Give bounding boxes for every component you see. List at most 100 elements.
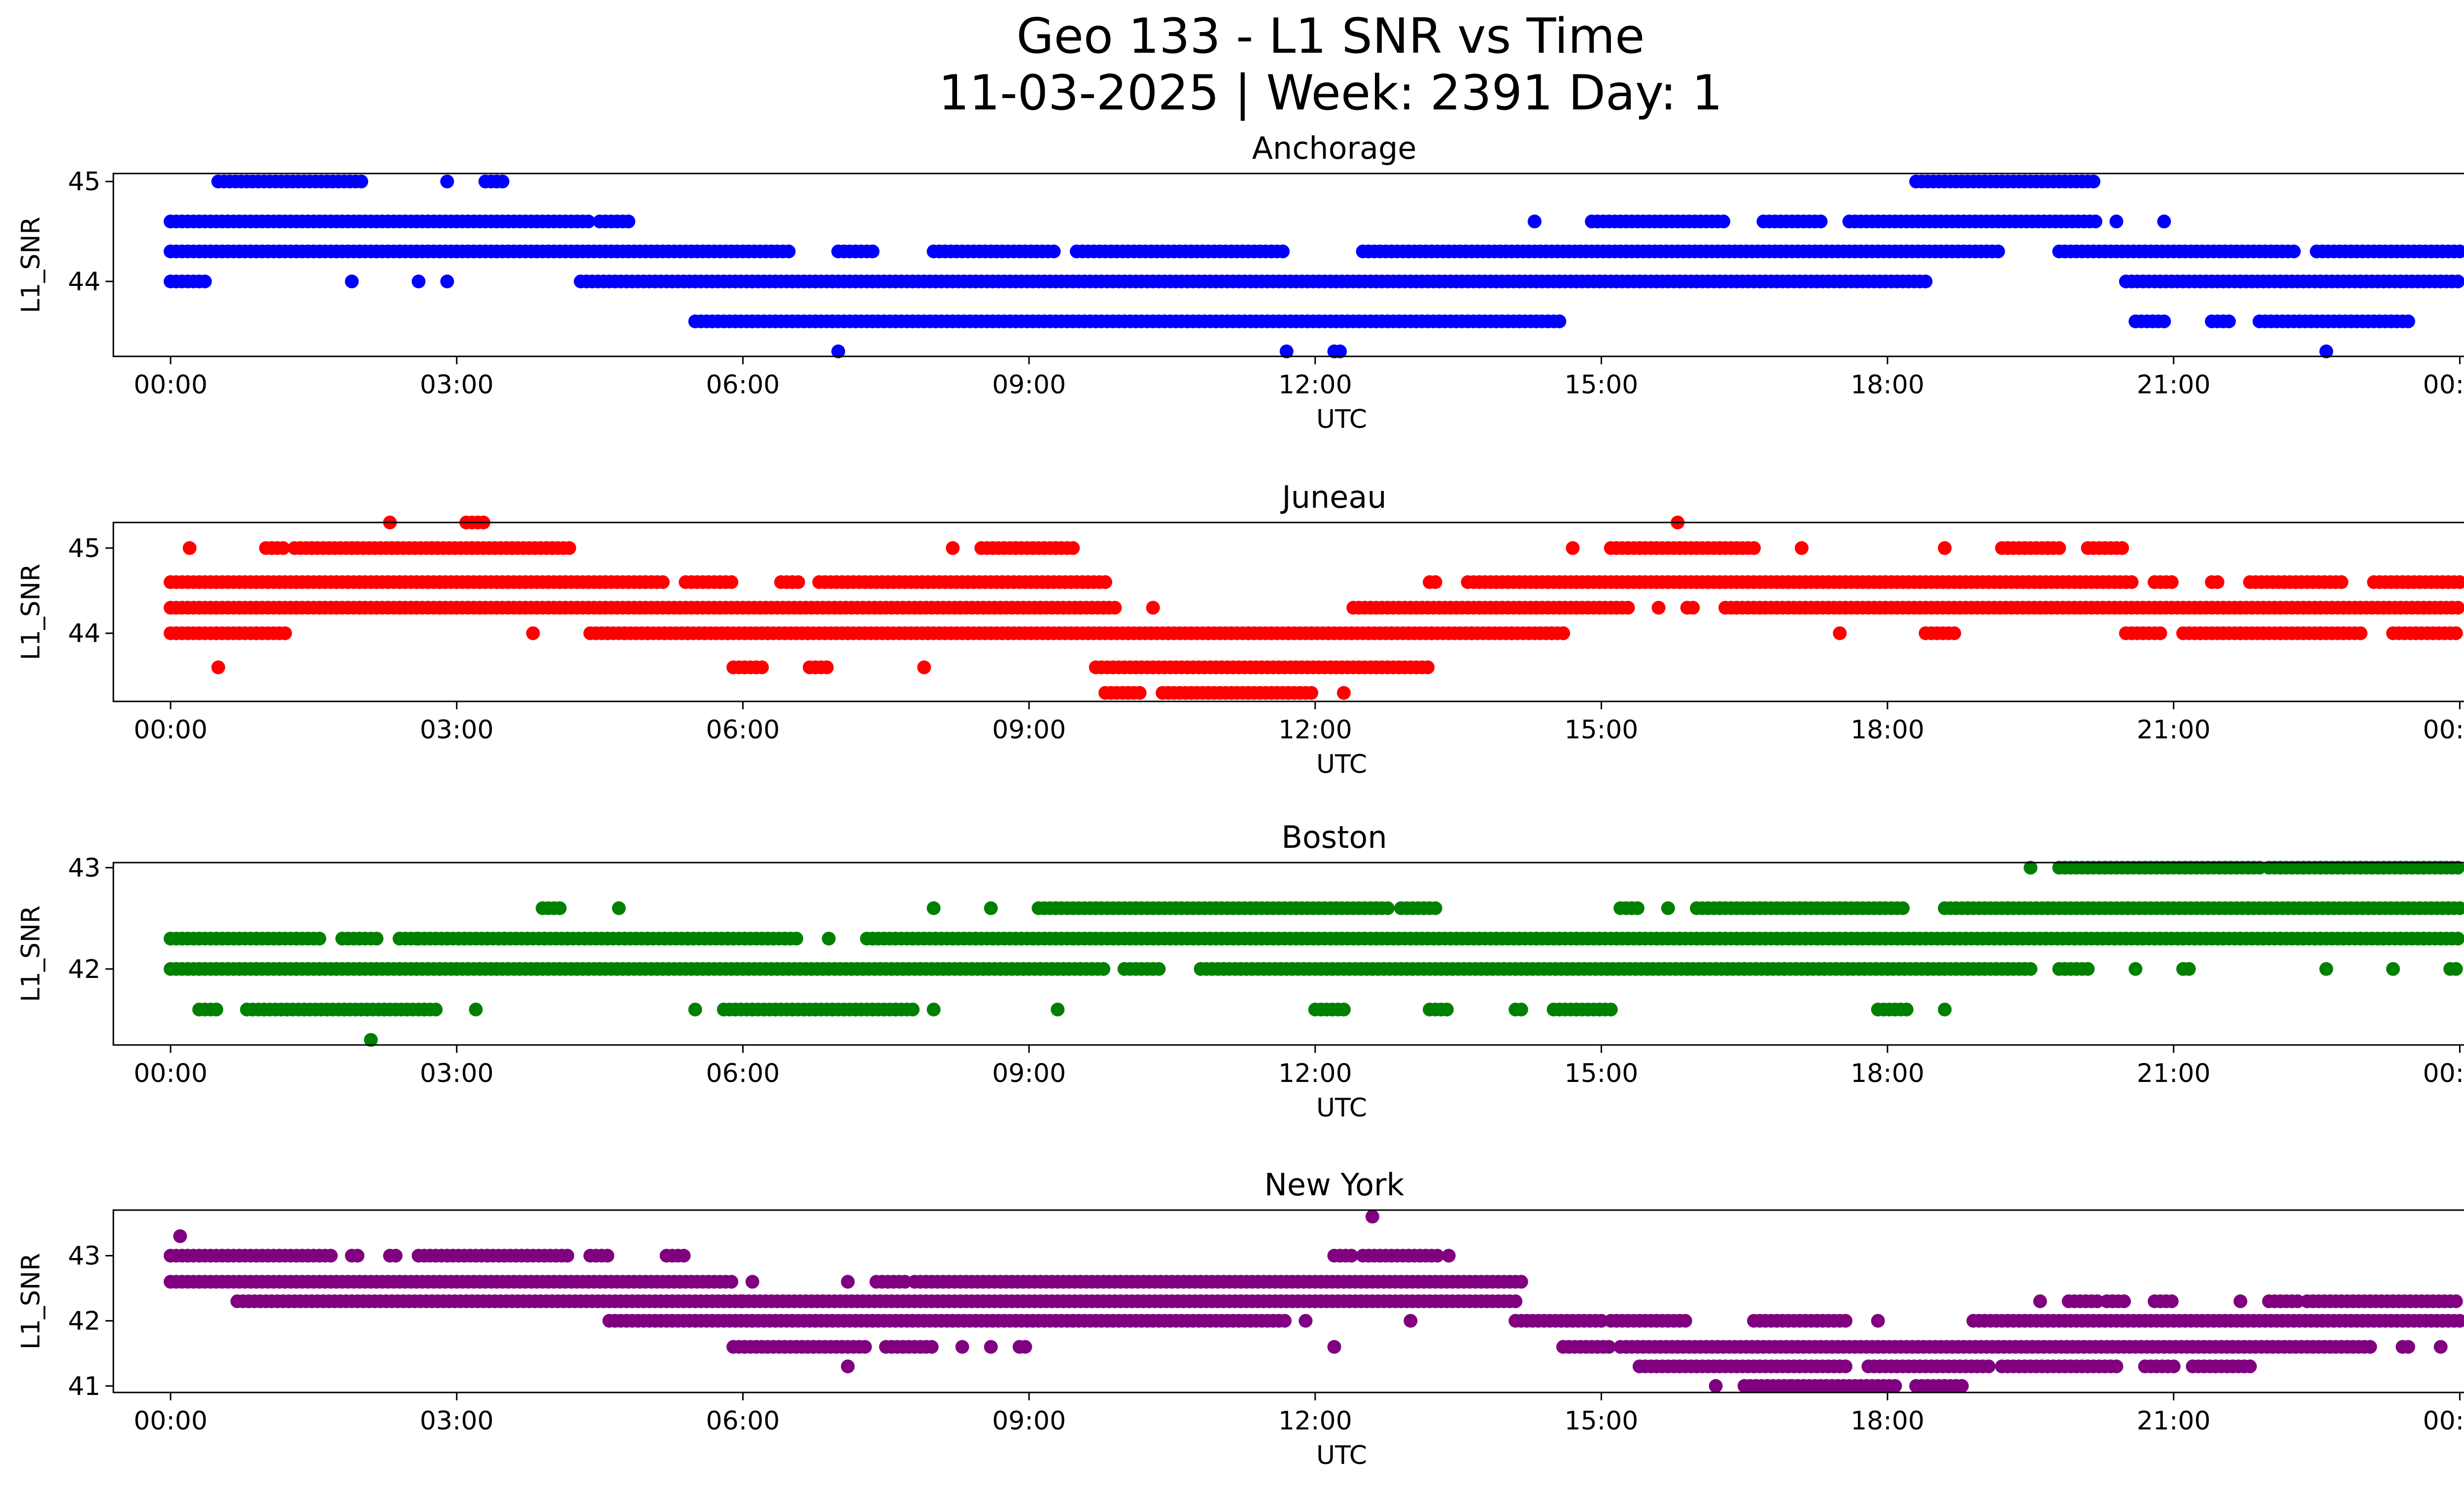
data-point — [2451, 600, 2464, 615]
panels: Anchorage L1_SNR 44 45 00:00 03:00 06:00 09:00 1… — [16, 130, 2464, 1470]
data-point — [2088, 214, 2103, 229]
data-point — [2453, 244, 2464, 259]
data-point — [1403, 1314, 1418, 1328]
figure-title-line1: Geo 133 - L1 SNR vs Time — [1017, 8, 1645, 65]
data-point — [1686, 600, 1700, 615]
y-tick-label: 45 — [68, 534, 101, 563]
data-point — [388, 1249, 403, 1263]
data-point — [350, 1249, 365, 1263]
data-point — [2401, 314, 2415, 328]
data-point — [1896, 901, 1910, 915]
data-point — [926, 901, 941, 915]
y-tick-label: 44 — [68, 267, 101, 297]
panel-title: Boston — [1281, 819, 1387, 855]
x-tick-label: 00:00 — [2423, 1406, 2464, 1436]
axes-frame — [112, 1209, 2464, 1393]
data-point — [2033, 1294, 2047, 1308]
data-point — [552, 901, 567, 915]
y-tick-label: 43 — [68, 853, 101, 883]
data-point — [724, 575, 739, 589]
x-tick-label: 09:00 — [992, 1406, 1066, 1436]
x-tick-label: 06:00 — [706, 370, 780, 400]
panel-title: New York — [1265, 1167, 1404, 1203]
data-points — [164, 861, 2464, 1047]
data-point — [1991, 244, 2005, 259]
x-tick-label: 21:00 — [2137, 1059, 2211, 1088]
data-point — [1336, 686, 1351, 700]
data-point — [2233, 1294, 2248, 1308]
data-point — [1277, 1314, 1292, 1328]
data-point — [2319, 962, 2333, 976]
x-tick-label: 03:00 — [420, 1059, 494, 1088]
data-point — [2164, 1294, 2179, 1308]
data-point — [1651, 600, 1666, 615]
data-point — [2109, 1359, 2123, 1374]
y-tick-label: 43 — [68, 1242, 101, 1271]
data-point — [1439, 1003, 1454, 1017]
y-axis-label: L1_SNR — [16, 216, 46, 313]
data-point — [1955, 1379, 1969, 1393]
data-point — [2449, 1294, 2463, 1308]
data-point — [898, 1275, 912, 1289]
data-point — [182, 541, 197, 555]
data-point — [2453, 575, 2464, 589]
x-tick-label: 15:00 — [1565, 1406, 1639, 1436]
data-point — [2243, 1359, 2257, 1374]
data-point — [1839, 1314, 1852, 1328]
data-point — [2453, 1314, 2464, 1328]
x-tick-label: 21:00 — [2137, 715, 2211, 745]
data-point — [1047, 244, 1061, 259]
data-point — [1066, 541, 1080, 555]
data-point — [469, 1003, 483, 1017]
panel-title: Juneau — [1280, 479, 1386, 515]
data-point — [1602, 1340, 1616, 1354]
data-point — [2401, 1340, 2415, 1354]
data-point — [354, 174, 369, 189]
x-tick-label: 18:00 — [1850, 1059, 1924, 1088]
x-tick-label: 18:00 — [1850, 1406, 1924, 1436]
data-point — [211, 660, 225, 674]
data-point — [1304, 686, 1318, 700]
data-point — [1871, 1314, 1885, 1328]
data-point — [688, 1003, 702, 1017]
data-point — [2109, 214, 2123, 229]
data-point — [841, 1275, 855, 1289]
data-point — [755, 660, 769, 674]
x-tick-label: 09:00 — [992, 370, 1066, 400]
data-point — [1380, 901, 1395, 915]
data-point — [1441, 1249, 1456, 1263]
x-tick-label: 12:00 — [1278, 370, 1352, 400]
data-point — [2153, 626, 2167, 640]
x-tick-label: 06:00 — [706, 1059, 780, 1088]
data-point — [562, 541, 577, 555]
data-point — [2449, 962, 2463, 976]
x-tick-label: 06:00 — [706, 1406, 780, 1436]
data-point — [276, 541, 290, 555]
data-point — [831, 344, 845, 358]
x-tick-label: 06:00 — [706, 715, 780, 745]
data-point — [1333, 344, 1347, 358]
data-point — [1051, 1003, 1065, 1017]
data-point — [1098, 575, 1112, 589]
x-tick-label: 09:00 — [992, 715, 1066, 745]
x-tick-label: 12:00 — [1278, 715, 1352, 745]
data-point — [2157, 314, 2171, 328]
data-point — [2451, 932, 2464, 946]
x-tick-label: 21:00 — [2137, 370, 2211, 400]
axes-frame — [112, 522, 2464, 702]
data-point — [440, 174, 454, 189]
data-point — [1604, 1003, 1618, 1017]
panel-title: Anchorage — [1252, 130, 1416, 166]
data-point — [2210, 575, 2224, 589]
data-point — [173, 1229, 187, 1243]
data-point — [440, 275, 454, 288]
data-point — [2354, 626, 2368, 640]
data-point — [1552, 314, 1567, 328]
data-point — [1508, 1294, 1523, 1308]
data-point — [1661, 901, 1675, 915]
data-point — [984, 901, 998, 915]
x-tick-label: 00:00 — [2423, 715, 2464, 745]
